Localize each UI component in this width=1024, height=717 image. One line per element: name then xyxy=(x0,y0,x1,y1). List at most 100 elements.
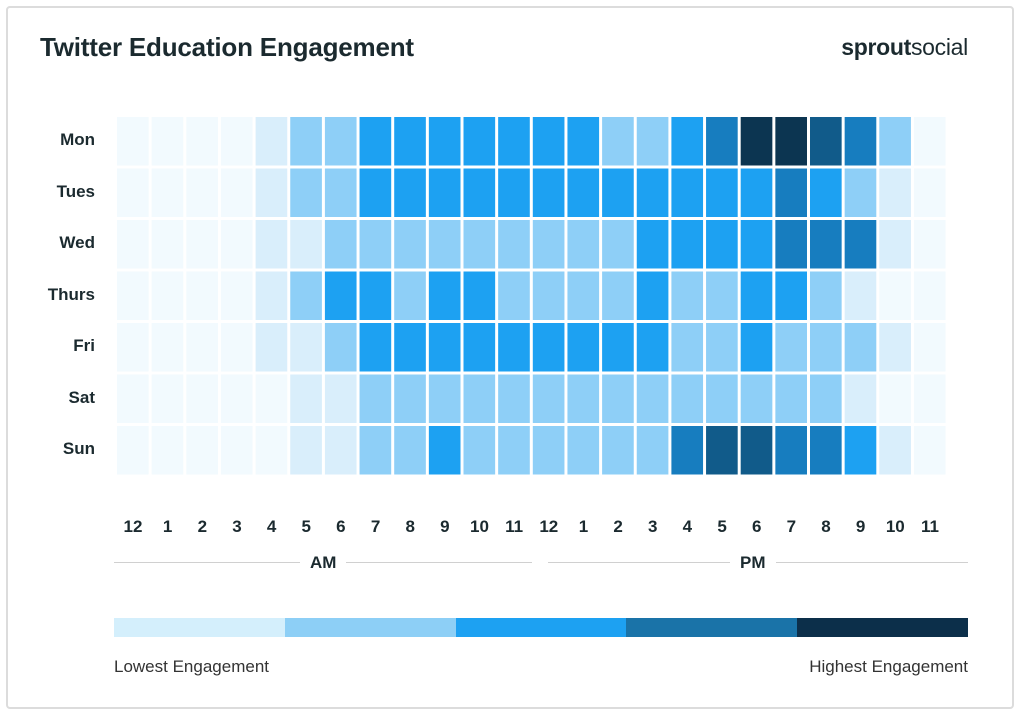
heatmap-cell xyxy=(636,220,669,269)
heatmap-cell xyxy=(602,323,634,372)
heatmap-cell xyxy=(117,426,149,475)
heatmap-cell xyxy=(151,117,184,166)
sproutsocial-logo: sproutsocial xyxy=(841,34,968,61)
hour-label: 1 xyxy=(578,517,589,536)
heatmap-cell xyxy=(498,323,530,372)
heatmap-cell xyxy=(186,426,218,475)
heatmap-cell xyxy=(220,426,253,475)
heatmap-cell xyxy=(324,271,357,320)
heatmap-cell xyxy=(186,220,218,269)
heatmap-cell xyxy=(913,374,946,423)
heatmap-cell xyxy=(913,271,946,320)
hour-label: 8 xyxy=(821,517,831,536)
heatmap-cell xyxy=(671,271,704,320)
heatmap-cell xyxy=(913,426,946,475)
heatmap-cell xyxy=(394,168,426,217)
heatmap-cell xyxy=(879,426,911,475)
hour-label: 11 xyxy=(505,517,524,536)
heatmap-cell xyxy=(290,168,322,217)
heatmap-cell xyxy=(255,271,288,320)
hour-label: 7 xyxy=(370,517,381,536)
heatmap-cell xyxy=(324,117,357,166)
heatmap-cell xyxy=(602,426,634,475)
heatmap-cell xyxy=(740,426,773,475)
heatmap-cell xyxy=(740,168,773,217)
heatmap-cell xyxy=(913,168,946,217)
heatmap-cell xyxy=(636,271,669,320)
heatmap-cell xyxy=(671,426,704,475)
heatmap-cell xyxy=(290,374,322,423)
heatmap-cell xyxy=(324,374,357,423)
heatmap-cell xyxy=(844,374,877,423)
heatmap-cell xyxy=(532,271,565,320)
heatmap-cell xyxy=(775,271,807,320)
am-label: AM xyxy=(300,553,347,573)
row-label: Thurs xyxy=(47,284,95,304)
heatmap-cell xyxy=(255,168,288,217)
row-label: Sat xyxy=(68,387,95,407)
color-legend xyxy=(114,618,968,637)
heatmap-cell xyxy=(151,271,184,320)
heatmap-cell xyxy=(359,426,392,475)
hour-label: 12 xyxy=(539,517,559,536)
heatmap-cell xyxy=(359,168,392,217)
chart-card xyxy=(6,6,1014,709)
hour-label: 1 xyxy=(162,517,173,536)
heatmap-cell xyxy=(740,374,773,423)
heatmap-cell xyxy=(671,220,704,269)
heatmap-cell xyxy=(186,168,218,217)
heatmap-cell xyxy=(290,323,322,372)
heatmap-cell xyxy=(740,117,773,166)
hour-label: 2 xyxy=(197,517,208,536)
heatmap-cell xyxy=(810,374,842,423)
heatmap-cell xyxy=(810,168,842,217)
heatmap-cell xyxy=(913,117,946,166)
heatmap-cell xyxy=(775,220,807,269)
legend-swatch xyxy=(797,618,968,637)
heatmap-cell xyxy=(567,374,600,423)
heatmap-cell xyxy=(740,323,773,372)
heatmap-cell xyxy=(290,426,322,475)
heatmap-cell xyxy=(879,271,911,320)
hour-label: 2 xyxy=(613,517,623,536)
logo-bold: sprout xyxy=(841,34,911,60)
legend-swatch xyxy=(114,618,285,637)
heatmap-cell xyxy=(428,117,461,166)
row-label: Sun xyxy=(62,439,95,458)
heatmap-cell xyxy=(220,374,253,423)
heatmap-cell xyxy=(532,220,565,269)
heatmap-cell xyxy=(913,323,946,372)
heatmap-cell xyxy=(706,117,738,166)
heatmap-cell xyxy=(220,220,253,269)
chart-title: Twitter Education Engagement xyxy=(40,32,414,62)
heatmap-cell xyxy=(671,168,704,217)
heatmap-cell xyxy=(186,117,218,166)
heatmap-cell xyxy=(394,220,426,269)
heatmap-cell xyxy=(844,220,877,269)
heatmap-cell xyxy=(567,220,600,269)
heatmap-cell xyxy=(636,117,669,166)
heatmap-cell xyxy=(567,323,600,372)
heatmap-cell xyxy=(117,374,149,423)
row-label: Fri xyxy=(73,336,95,355)
heatmap-cell xyxy=(706,374,738,423)
heatmap-cell xyxy=(151,323,184,372)
heatmap-cell xyxy=(879,220,911,269)
heatmap-cell xyxy=(567,117,600,166)
legend-high-label: Highest Engagement xyxy=(809,657,968,676)
row-label: Tues xyxy=(56,181,95,201)
hour-label: 3 xyxy=(648,517,658,536)
heatmap-cell xyxy=(255,426,288,475)
heatmap-cell xyxy=(602,220,634,269)
heatmap-cell xyxy=(498,426,530,475)
heatmap-cell xyxy=(428,271,461,320)
heatmap-cell xyxy=(844,271,877,320)
heatmap-cell xyxy=(151,374,184,423)
legend-low-label: Lowest Engagement xyxy=(114,657,269,676)
heatmap-cell xyxy=(324,323,357,372)
heatmap-cell xyxy=(117,271,149,320)
heatmap-cell xyxy=(394,271,426,320)
heatmap-cell xyxy=(567,426,600,475)
heatmap-cell xyxy=(532,374,565,423)
